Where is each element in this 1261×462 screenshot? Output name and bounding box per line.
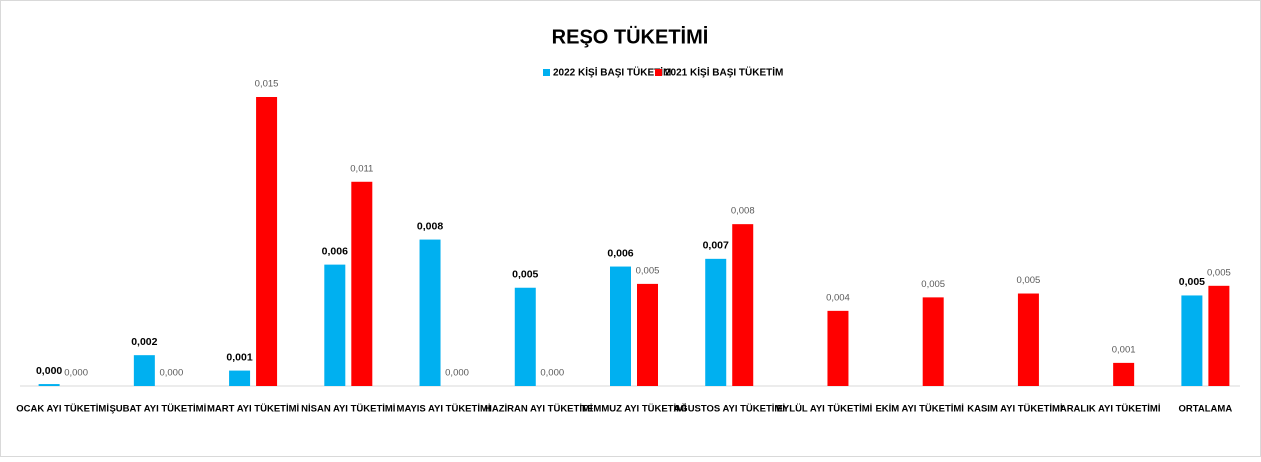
data-label: 0,006 (322, 245, 348, 257)
legend-swatch (543, 69, 550, 76)
bar (133, 355, 155, 386)
x-tick-label: OCAK AYI TÜKETİMİ (16, 404, 109, 415)
x-tick-label: TEMMUZ AYI TÜKETİMİ (581, 404, 686, 415)
bar (419, 239, 441, 386)
data-label: 0,008 (417, 220, 443, 232)
data-label: 0,005 (512, 269, 538, 281)
data-label: 0,006 (607, 247, 633, 259)
data-label: 0,000 (540, 368, 564, 379)
bar (324, 264, 346, 386)
x-tick-label: AĞUSTOS AYI TÜKETİMİ (673, 403, 785, 415)
data-label: 0,005 (1179, 276, 1205, 288)
bar (1208, 285, 1230, 386)
x-tick-label: NİSAN AYI TÜKETİMİ (301, 404, 395, 415)
data-label: 0,005 (921, 279, 945, 290)
bar (922, 297, 944, 386)
bar (637, 283, 658, 386)
x-tick-label: EKİM AYI TÜKETİMİ (875, 404, 964, 415)
x-tick-label: MART AYI TÜKETİMİ (207, 404, 299, 415)
data-label: 0,008 (731, 206, 755, 217)
bar (732, 224, 754, 386)
bar (1113, 362, 1135, 386)
bar (229, 370, 251, 386)
data-label: 0,005 (1017, 275, 1041, 286)
data-label: 0,000 (159, 368, 183, 379)
bar (351, 181, 373, 386)
x-tick-label: ŞUBAT AYI TÜKETİMİ (109, 404, 206, 415)
data-label: 0,005 (1207, 267, 1231, 278)
chart-title: REŞO TÜKETİMİ (552, 25, 709, 48)
data-label: 0,011 (350, 163, 373, 174)
data-label: 0,000 (36, 365, 62, 377)
x-tick-label: ORTALAMA (1179, 404, 1233, 415)
data-label: 0,004 (826, 292, 850, 303)
x-tick-label: HAZİRAN AYI TÜKETİMİ (485, 404, 593, 415)
x-tick-label: MAYIS AYI TÜKETİMİ (397, 404, 491, 415)
data-label: 0,001 (1112, 344, 1136, 355)
bar (38, 384, 60, 386)
data-label: 0,007 (703, 240, 729, 252)
data-label: 0,000 (445, 368, 469, 379)
data-label: 0,000 (64, 368, 88, 379)
data-label: 0,015 (255, 79, 279, 90)
bar (610, 266, 631, 386)
x-tick-label: KASIM AYI TÜKETİMİ (967, 404, 1062, 415)
data-label: 0,001 (226, 351, 252, 363)
data-label: 0,005 (636, 265, 660, 276)
bar (1181, 295, 1203, 386)
x-tick-label: EYLÜL AYI TÜKETİMİ (777, 404, 873, 415)
data-label: 0,002 (131, 336, 157, 348)
bar (514, 287, 536, 386)
legend-swatch (655, 69, 662, 76)
legend-label: 2022 KİŞİ BAŞI TÜKETİM (553, 66, 671, 79)
bar (256, 97, 278, 386)
bar (827, 310, 849, 386)
bar (1017, 293, 1039, 386)
legend-label: 2021 KİŞİ BAŞI TÜKETİM (665, 66, 783, 79)
bar (705, 258, 727, 386)
x-tick-label: ARALIK AYI TÜKETİMİ (1060, 404, 1161, 415)
